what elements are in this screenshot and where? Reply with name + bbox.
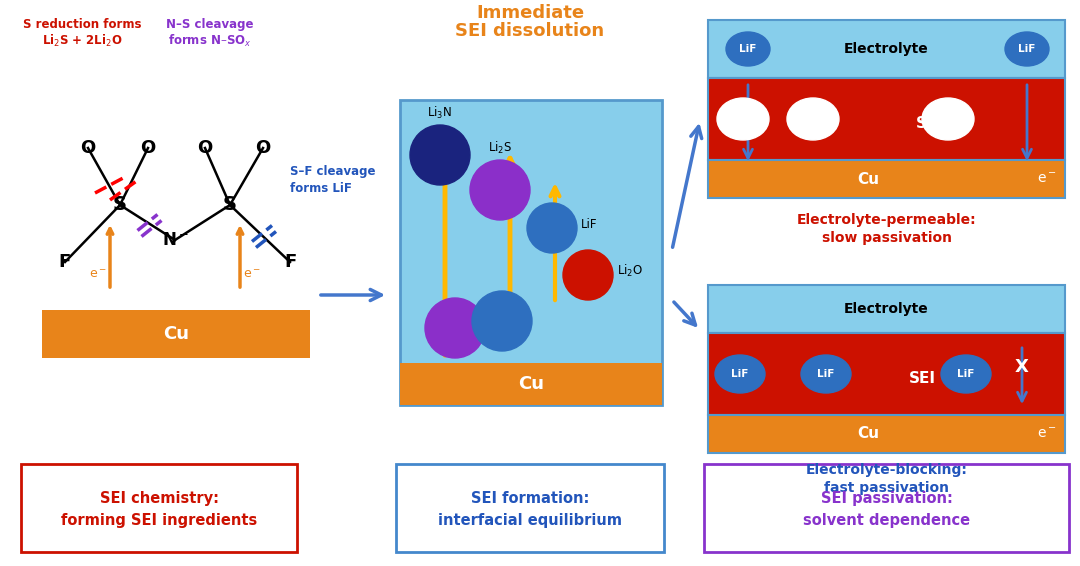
- FancyBboxPatch shape: [400, 363, 662, 405]
- Text: forming SEI ingredients: forming SEI ingredients: [60, 512, 257, 528]
- Text: LiF: LiF: [731, 369, 748, 379]
- Text: SEI: SEI: [916, 115, 943, 131]
- Ellipse shape: [527, 203, 577, 253]
- Ellipse shape: [717, 98, 769, 140]
- Text: S–F cleavage: S–F cleavage: [291, 165, 376, 178]
- Text: Li$_3$N: Li$_3$N: [428, 105, 453, 121]
- Text: SEI formation:: SEI formation:: [471, 491, 590, 506]
- Text: fast passivation: fast passivation: [824, 481, 949, 495]
- Text: Li$_2$O: Li$_2$O: [617, 263, 644, 279]
- Ellipse shape: [472, 291, 532, 351]
- Text: S: S: [113, 195, 127, 215]
- Text: Electrolyte: Electrolyte: [845, 42, 929, 56]
- Text: F: F: [59, 253, 71, 271]
- FancyBboxPatch shape: [708, 78, 1065, 160]
- Text: O: O: [198, 139, 213, 157]
- Text: e$^-$: e$^-$: [1037, 172, 1057, 186]
- Text: Immediate: Immediate: [476, 4, 584, 22]
- Text: e$^-$: e$^-$: [243, 268, 261, 281]
- Text: Electrolyte-permeable:: Electrolyte-permeable:: [797, 213, 976, 227]
- Text: SEI chemistry:: SEI chemistry:: [99, 491, 218, 506]
- FancyBboxPatch shape: [704, 464, 1069, 552]
- FancyBboxPatch shape: [708, 285, 1065, 333]
- FancyBboxPatch shape: [42, 310, 310, 358]
- Ellipse shape: [410, 125, 470, 185]
- Text: Cu: Cu: [163, 325, 189, 343]
- Text: X: X: [1015, 358, 1029, 376]
- Text: LiF: LiF: [740, 44, 757, 54]
- Ellipse shape: [1005, 32, 1049, 66]
- Ellipse shape: [787, 98, 839, 140]
- Text: Li$_2$S + 2Li$_2$O: Li$_2$S + 2Li$_2$O: [42, 33, 122, 49]
- FancyBboxPatch shape: [400, 100, 662, 405]
- Text: solvent dependence: solvent dependence: [802, 512, 970, 528]
- Text: Li$_2$S: Li$_2$S: [488, 140, 512, 156]
- Ellipse shape: [941, 355, 991, 393]
- FancyBboxPatch shape: [708, 160, 1065, 198]
- Text: LiF: LiF: [581, 217, 597, 230]
- Text: SEI dissolution: SEI dissolution: [456, 22, 605, 40]
- Text: Cu: Cu: [518, 375, 544, 393]
- Text: LiF: LiF: [957, 369, 974, 379]
- Ellipse shape: [426, 298, 485, 358]
- Text: e$^-$: e$^-$: [1037, 427, 1057, 441]
- Text: S reduction forms: S reduction forms: [23, 18, 141, 31]
- Text: F: F: [284, 253, 296, 271]
- FancyBboxPatch shape: [396, 464, 664, 552]
- Text: Electrolyte: Electrolyte: [845, 302, 929, 316]
- Ellipse shape: [715, 355, 765, 393]
- Ellipse shape: [801, 355, 851, 393]
- Text: Electrolyte-blocking:: Electrolyte-blocking:: [806, 463, 968, 477]
- Text: S: S: [222, 195, 237, 215]
- Text: slow passivation: slow passivation: [822, 231, 951, 245]
- Text: SEI passivation:: SEI passivation:: [821, 491, 953, 506]
- FancyBboxPatch shape: [708, 20, 1065, 78]
- Text: Cu: Cu: [858, 171, 879, 187]
- Text: LiF: LiF: [818, 369, 835, 379]
- Text: N$^-$: N$^-$: [162, 231, 188, 249]
- Text: forms N–SO$_x$: forms N–SO$_x$: [168, 33, 252, 49]
- FancyBboxPatch shape: [708, 415, 1065, 453]
- Text: O: O: [80, 139, 96, 157]
- FancyBboxPatch shape: [21, 464, 297, 552]
- Text: e$^-$: e$^-$: [89, 268, 107, 281]
- FancyBboxPatch shape: [708, 333, 1065, 415]
- Text: interfacial equilibrium: interfacial equilibrium: [438, 512, 622, 528]
- Ellipse shape: [563, 250, 613, 300]
- Text: LiF: LiF: [1018, 44, 1036, 54]
- Ellipse shape: [726, 32, 770, 66]
- Ellipse shape: [922, 98, 974, 140]
- Ellipse shape: [470, 160, 530, 220]
- Text: forms LiF: forms LiF: [291, 182, 352, 195]
- Text: SEI: SEI: [908, 371, 935, 385]
- Text: O: O: [255, 139, 271, 157]
- Text: Cu: Cu: [858, 427, 879, 441]
- Text: N–S cleavage: N–S cleavage: [166, 18, 254, 31]
- Text: O: O: [140, 139, 156, 157]
